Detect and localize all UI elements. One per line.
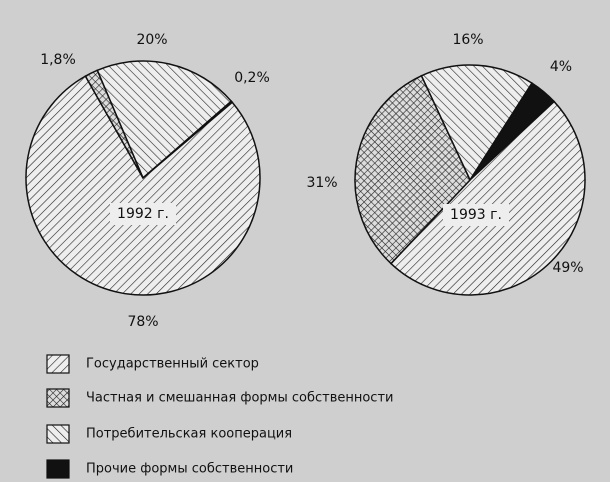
legend-swatch — [46, 459, 70, 479]
legend-label: Потребительская кооперация — [86, 427, 292, 442]
pie-slice — [354, 74, 471, 265]
value-label: 4% — [550, 59, 572, 75]
legend-label: Частная и смешанная формы собственности — [86, 391, 393, 406]
value-label: 16% — [452, 32, 483, 48]
center-label: 1993 г. — [450, 207, 502, 223]
legend-label: Прочие формы собственности — [86, 462, 293, 477]
center-label-bg — [110, 203, 176, 225]
value-label: 0,2% — [234, 70, 270, 86]
value-label: 20% — [136, 32, 167, 48]
legend: Государственный сектор Частная и смешанна… — [46, 354, 393, 479]
center-label: 1992 г. — [117, 206, 169, 222]
center-label-bg — [443, 204, 509, 226]
value-label: 49% — [552, 260, 583, 276]
legend-swatch — [46, 388, 70, 408]
value-label: 78% — [127, 314, 158, 330]
pie-slice — [420, 64, 533, 182]
value-label: 1,8% — [40, 52, 76, 68]
pie-slice — [84, 69, 144, 179]
pie-slice — [389, 100, 586, 296]
value-label: 31% — [306, 175, 337, 191]
legend-swatch — [46, 354, 70, 374]
legend-swatch — [46, 424, 70, 444]
pie-slice — [25, 75, 261, 296]
legend-label: Государственный сектор — [86, 357, 259, 372]
